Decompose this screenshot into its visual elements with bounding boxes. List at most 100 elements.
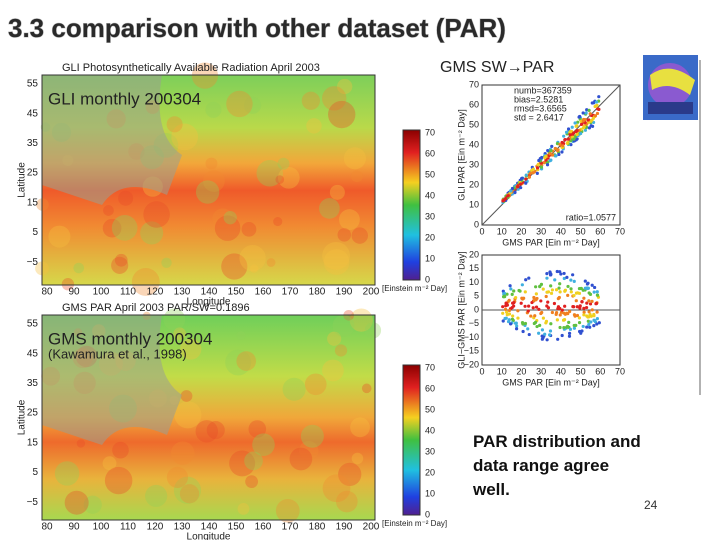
scatter-density-dot	[550, 144, 554, 148]
map-texture	[118, 190, 134, 206]
scatter-density-dot	[592, 290, 596, 294]
y-tick-label: 5	[32, 227, 38, 238]
scatter-density-dot	[510, 306, 514, 310]
scatter-density-dot	[539, 165, 544, 169]
scatter-density-dot	[574, 299, 578, 303]
stat-line: bias=2.5281	[514, 94, 563, 104]
map-texture	[203, 170, 225, 192]
scatter-density-dot	[545, 276, 549, 280]
scatter-density-dot	[561, 318, 566, 322]
x-tick-label: 60	[595, 366, 605, 376]
scatter-density-dot	[527, 276, 531, 280]
y-tick-label: 20	[469, 249, 479, 259]
scatter-density-dot	[532, 295, 536, 300]
scatter-density-dot	[560, 140, 564, 145]
scatter-density-dot	[502, 294, 507, 298]
scatter-density-dot	[504, 301, 509, 306]
scatter-density-dot	[587, 299, 591, 303]
colorbar-tick-label: 0	[425, 274, 430, 284]
scatter-density-dot	[581, 119, 585, 123]
map-texture	[166, 466, 189, 488]
scatter-density-dot	[562, 311, 566, 315]
scatter-density-dot	[549, 149, 553, 153]
scatter-density-dot	[521, 329, 525, 334]
scatter-density-dot	[516, 309, 520, 313]
scatter-density-dot	[516, 187, 520, 191]
x-tick-label: 150	[228, 287, 245, 298]
x-tick-label: 100	[93, 287, 110, 298]
x-tick-label: 70	[615, 226, 625, 236]
x-tick-label: 20	[516, 366, 526, 376]
scatter-density-dot	[582, 296, 586, 300]
map-texture	[336, 490, 358, 513]
scatter-density-dot	[513, 190, 517, 194]
map-texture	[173, 476, 202, 504]
scatter-density-dot	[505, 313, 509, 317]
colorbar-tick-label: 40	[425, 425, 435, 435]
map-texture	[103, 205, 114, 216]
y-tick-label: 0	[474, 219, 479, 229]
scatter-density-dot	[576, 120, 580, 124]
map-texture	[304, 373, 327, 396]
colorbar-tick-label: 30	[425, 446, 435, 456]
scatter-density-dot	[589, 320, 593, 324]
map-texture	[206, 421, 225, 440]
scatter-density-dot	[546, 148, 550, 153]
scatter-density-dot	[508, 284, 512, 288]
scatter-density-dot	[581, 126, 586, 130]
map-texture	[205, 101, 222, 118]
scatter-density-dot	[524, 181, 528, 185]
scatter-density-dot	[579, 122, 584, 126]
y-tick-label: 50	[469, 119, 479, 129]
scatter-density-dot	[590, 299, 594, 303]
colorbar-tick-label: 60	[425, 383, 435, 393]
scatter-density-dot	[548, 152, 552, 156]
scatter-density-dot	[514, 321, 518, 325]
scatter-density-dot	[559, 272, 563, 276]
scatter-density-dot	[590, 308, 594, 312]
map-texture	[180, 390, 193, 402]
scatter-density-dot	[574, 323, 578, 327]
map-texture	[236, 331, 246, 341]
map-texture	[248, 420, 267, 438]
map-texture	[111, 214, 138, 241]
scatter-density-dot	[519, 182, 523, 186]
scatter-density-dot	[541, 287, 545, 291]
map-texture	[323, 249, 350, 275]
scatter-density-dot	[509, 322, 513, 326]
map-texture	[163, 308, 186, 331]
scatter-density-dot	[546, 290, 551, 294]
map-caption: GMS monthly 200304	[48, 329, 212, 348]
map-texture	[319, 198, 340, 219]
scatter-density-dot	[520, 320, 525, 325]
scatter-density-dot	[595, 293, 600, 297]
map-texture	[225, 349, 252, 376]
scatter-density-dot	[575, 129, 579, 133]
scatter-density-dot	[549, 284, 553, 288]
map-texture	[131, 268, 160, 296]
scatter-density-dot	[548, 333, 552, 337]
y-tick-label: 15	[469, 263, 479, 273]
map-texture	[173, 327, 187, 341]
map-texture	[282, 377, 306, 401]
map-texture	[252, 433, 275, 457]
scatter-density-dot	[510, 292, 514, 296]
x-tick-label: 200	[363, 522, 380, 533]
scatter-density-dot	[582, 306, 586, 310]
scatter-density-dot	[573, 121, 577, 125]
scatter-density-dot	[579, 131, 583, 136]
x-axis-label: Longitude	[187, 297, 231, 308]
scatter-density-dot	[569, 290, 573, 294]
map-texture	[298, 440, 319, 461]
map-texture	[337, 78, 353, 95]
map-texture	[145, 484, 168, 508]
map-texture	[166, 116, 183, 133]
logo	[643, 55, 698, 120]
x-tick-label: 160	[255, 522, 272, 533]
scatter-density-dot	[585, 325, 589, 329]
map-heading: GLI Photosynthetically Available Radiati…	[62, 62, 320, 74]
x-tick-label: 150	[228, 522, 245, 533]
scatter-density-dot	[503, 316, 507, 321]
map-texture	[229, 450, 256, 477]
